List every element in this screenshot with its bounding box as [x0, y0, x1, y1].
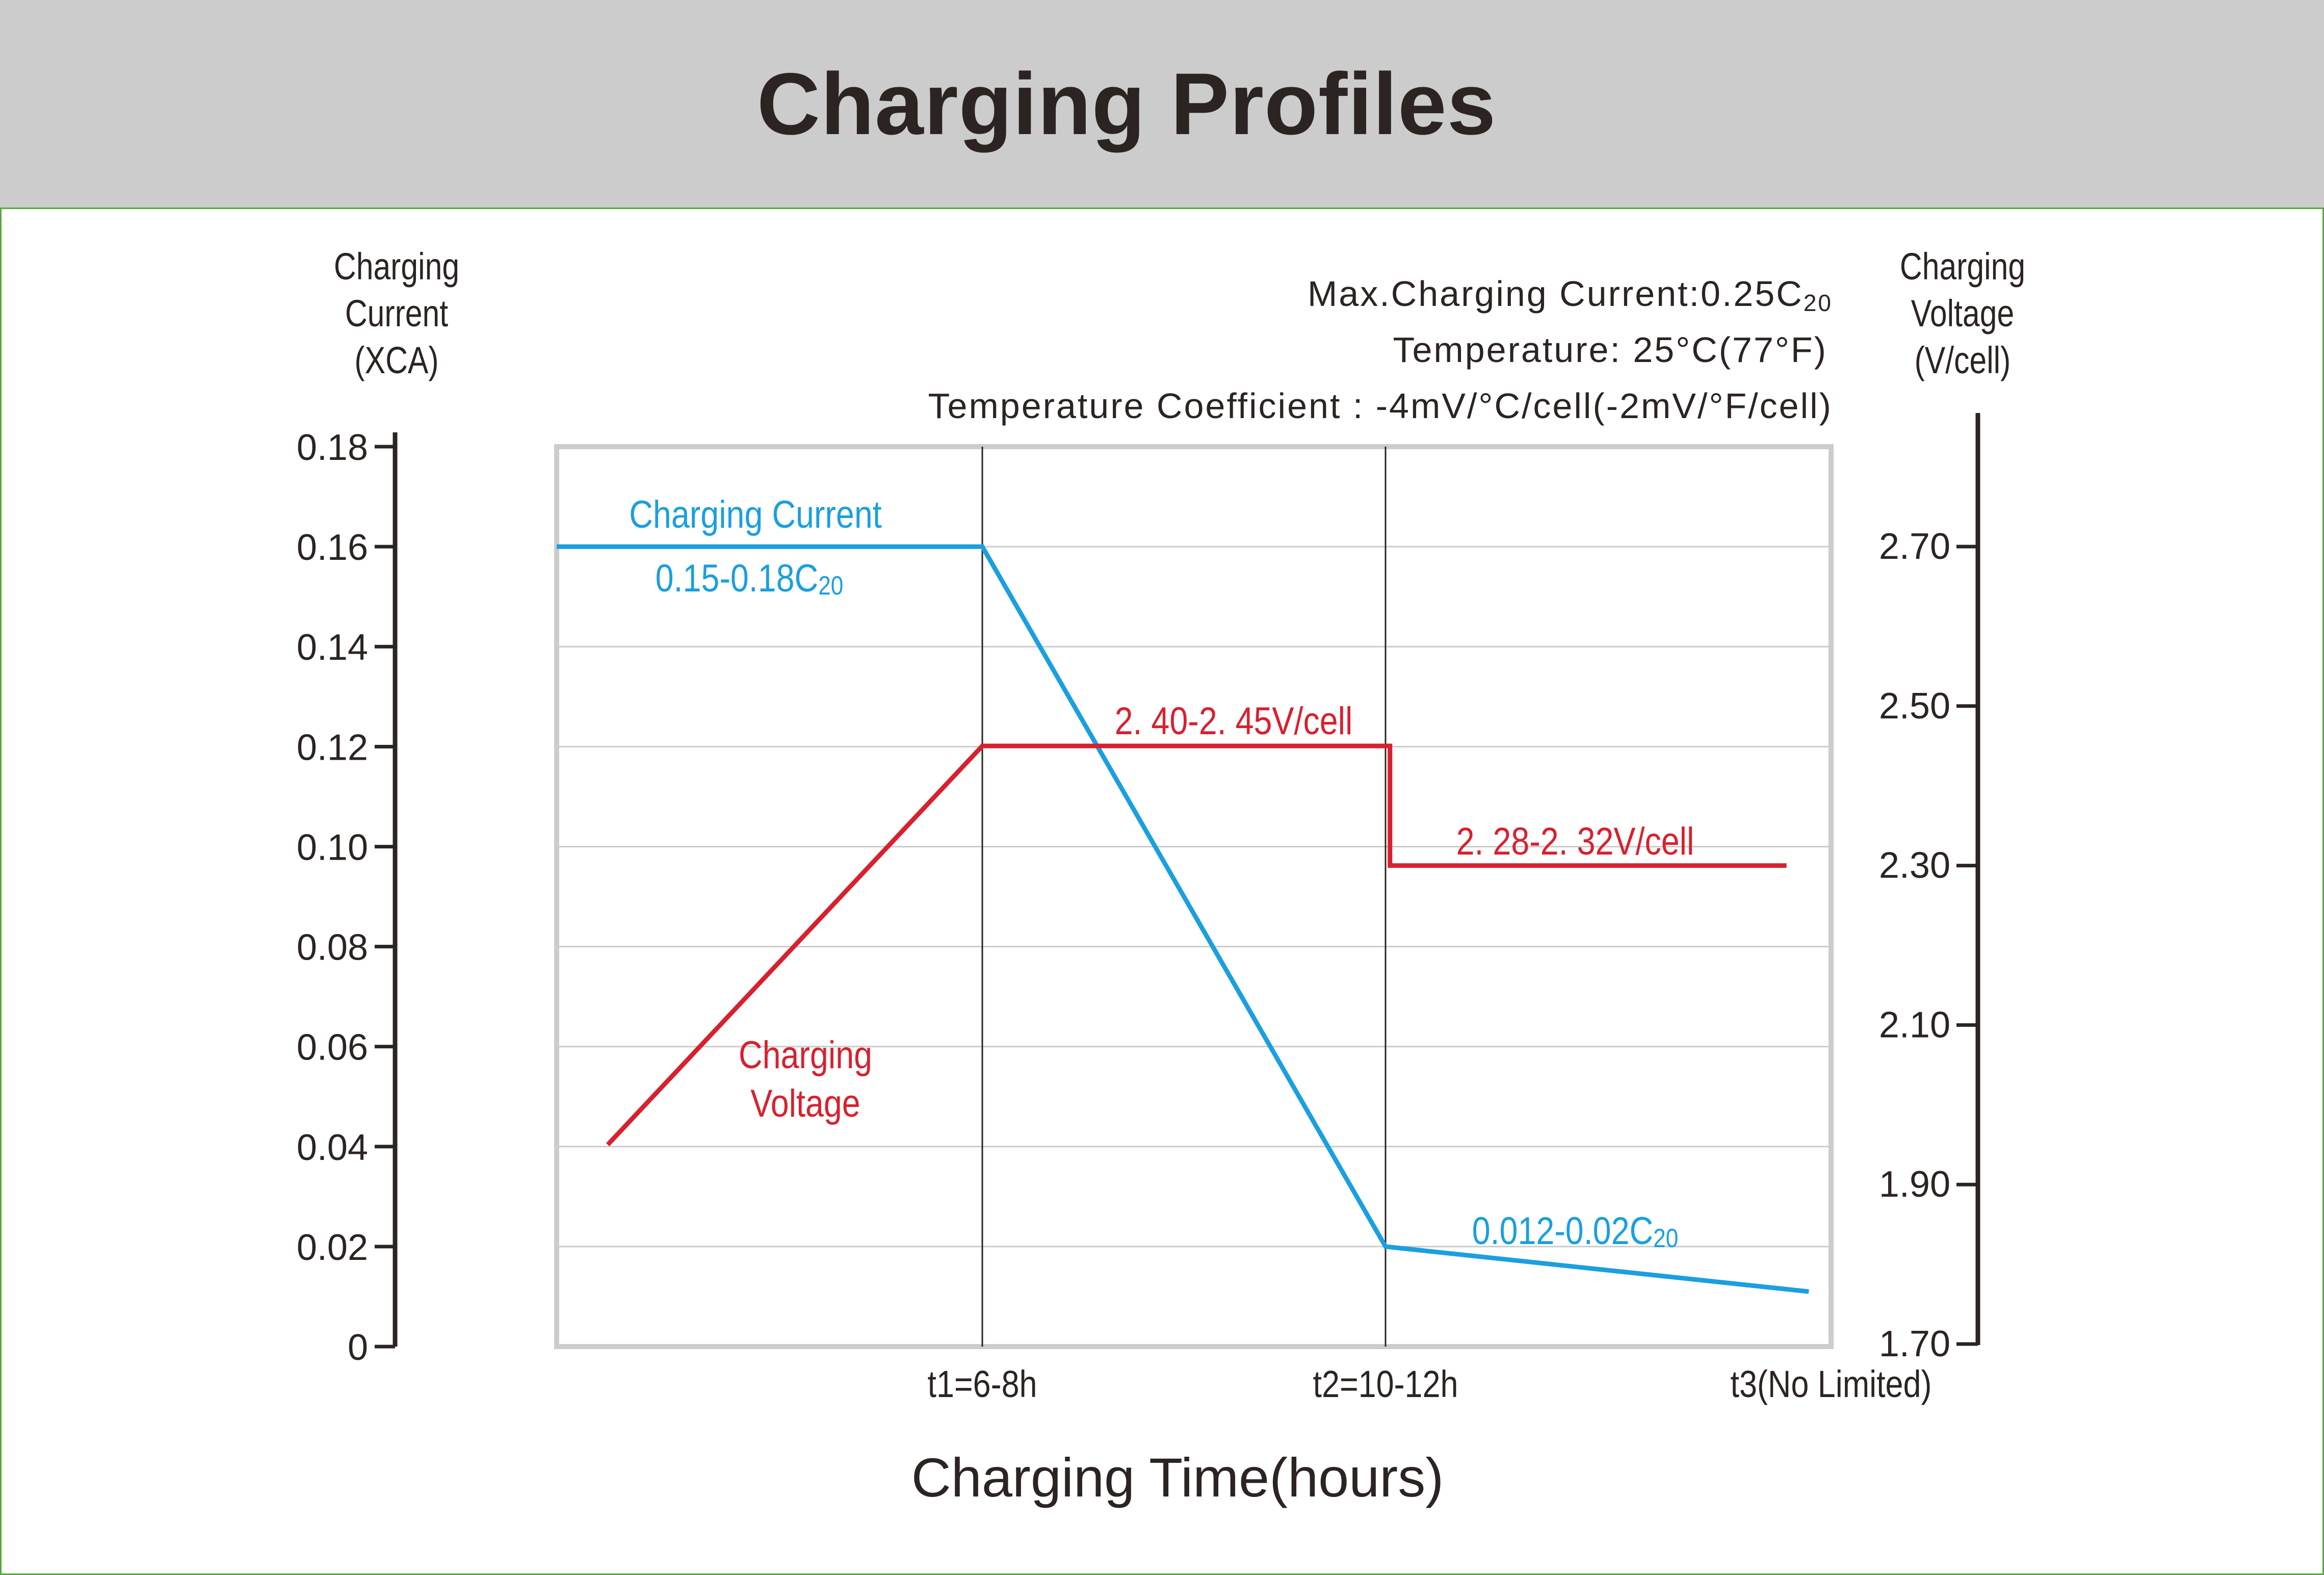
left-tick-label: 0.10 [297, 827, 368, 868]
annotation-current-final: 0.012-0.02C20 [1472, 1209, 1679, 1253]
left-tick-label: 0.04 [297, 1127, 368, 1168]
left-tick-label: 0.08 [297, 927, 368, 968]
annotation-current-range: 0.15-0.18C20 [656, 556, 844, 601]
page-title: Charging Profiles [756, 55, 1497, 153]
left-tick-label: 0.14 [297, 627, 368, 668]
header-bar: Charging Profiles [0, 0, 2324, 208]
series-line-charging-voltage [606, 743, 1787, 1147]
annotation-voltage-high: 2. 40-2. 45V/cell [1115, 699, 1353, 742]
annotation-charging-current: Charging Current [629, 493, 882, 536]
condition-max-current: Max.Charging Current:0.25C20 [1308, 274, 1833, 316]
right-tick-label: 2.10 [1879, 1004, 1950, 1045]
left-axis-title-line2: Current [345, 293, 448, 334]
left-axis-title-line1: Charging [334, 246, 459, 288]
condition-temperature: Temperature: 25°C(77°F) [1393, 330, 1827, 370]
annotation-charging-voltage-line1: Charging [739, 1033, 872, 1076]
left-tick-label: 0.06 [297, 1027, 368, 1068]
plot-area [554, 444, 1834, 1349]
x-tick-label: t1=6-8h [927, 1363, 1037, 1405]
annotation-voltage-float: 2. 28-2. 32V/cell [1456, 819, 1694, 863]
right-tick-label: 1.70 [1879, 1324, 1950, 1364]
left-tick-label: 0.16 [297, 527, 368, 568]
right-axis-title-line2: Voltage [1911, 293, 2014, 334]
right-tick-label: 2.50 [1879, 686, 1950, 727]
left-axis-title-line3: (XCA) [354, 340, 438, 381]
left-tick-label: 0.12 [297, 727, 368, 768]
left-tick-label: 0.18 [297, 427, 368, 468]
condition-temp-coefficient: Temperature Coefficient : -4mV/°C/cell(-… [928, 386, 1833, 426]
right-axis-title-line1: Charging [1900, 246, 2025, 288]
right-axis-ticks: 1.70 1.90 2.10 2.30 2.50 2.70 [1879, 526, 1978, 1364]
series-line-charging-current [557, 544, 1809, 1294]
right-tick-label: 2.30 [1879, 845, 1950, 886]
gridlines [557, 546, 1831, 1248]
x-tick-label: t3(No Limited) [1731, 1363, 1932, 1405]
chart-frame [0, 208, 2324, 1575]
right-axis-title-line3: (V/cell) [1915, 340, 2011, 381]
left-axis-ticks: 0 0.02 0.04 0.06 0.08 0.10 0.12 0.14 0.16 0.18 [297, 427, 395, 1368]
right-tick-label: 2.70 [1879, 526, 1950, 567]
x-tick-label: t2=10-12h [1313, 1363, 1458, 1405]
annotation-charging-voltage-line2: Voltage [750, 1081, 860, 1125]
left-tick-label: 0 [348, 1327, 368, 1368]
left-tick-label: 0.02 [297, 1227, 368, 1268]
x-axis-title: Charging Time(hours) [911, 1447, 1444, 1508]
phase-divider-lines [981, 447, 1387, 1347]
x-axis-labels: t1=6-8h t2=10-12h t3(No Limited) [927, 1363, 1931, 1405]
right-tick-label: 1.90 [1879, 1164, 1950, 1205]
